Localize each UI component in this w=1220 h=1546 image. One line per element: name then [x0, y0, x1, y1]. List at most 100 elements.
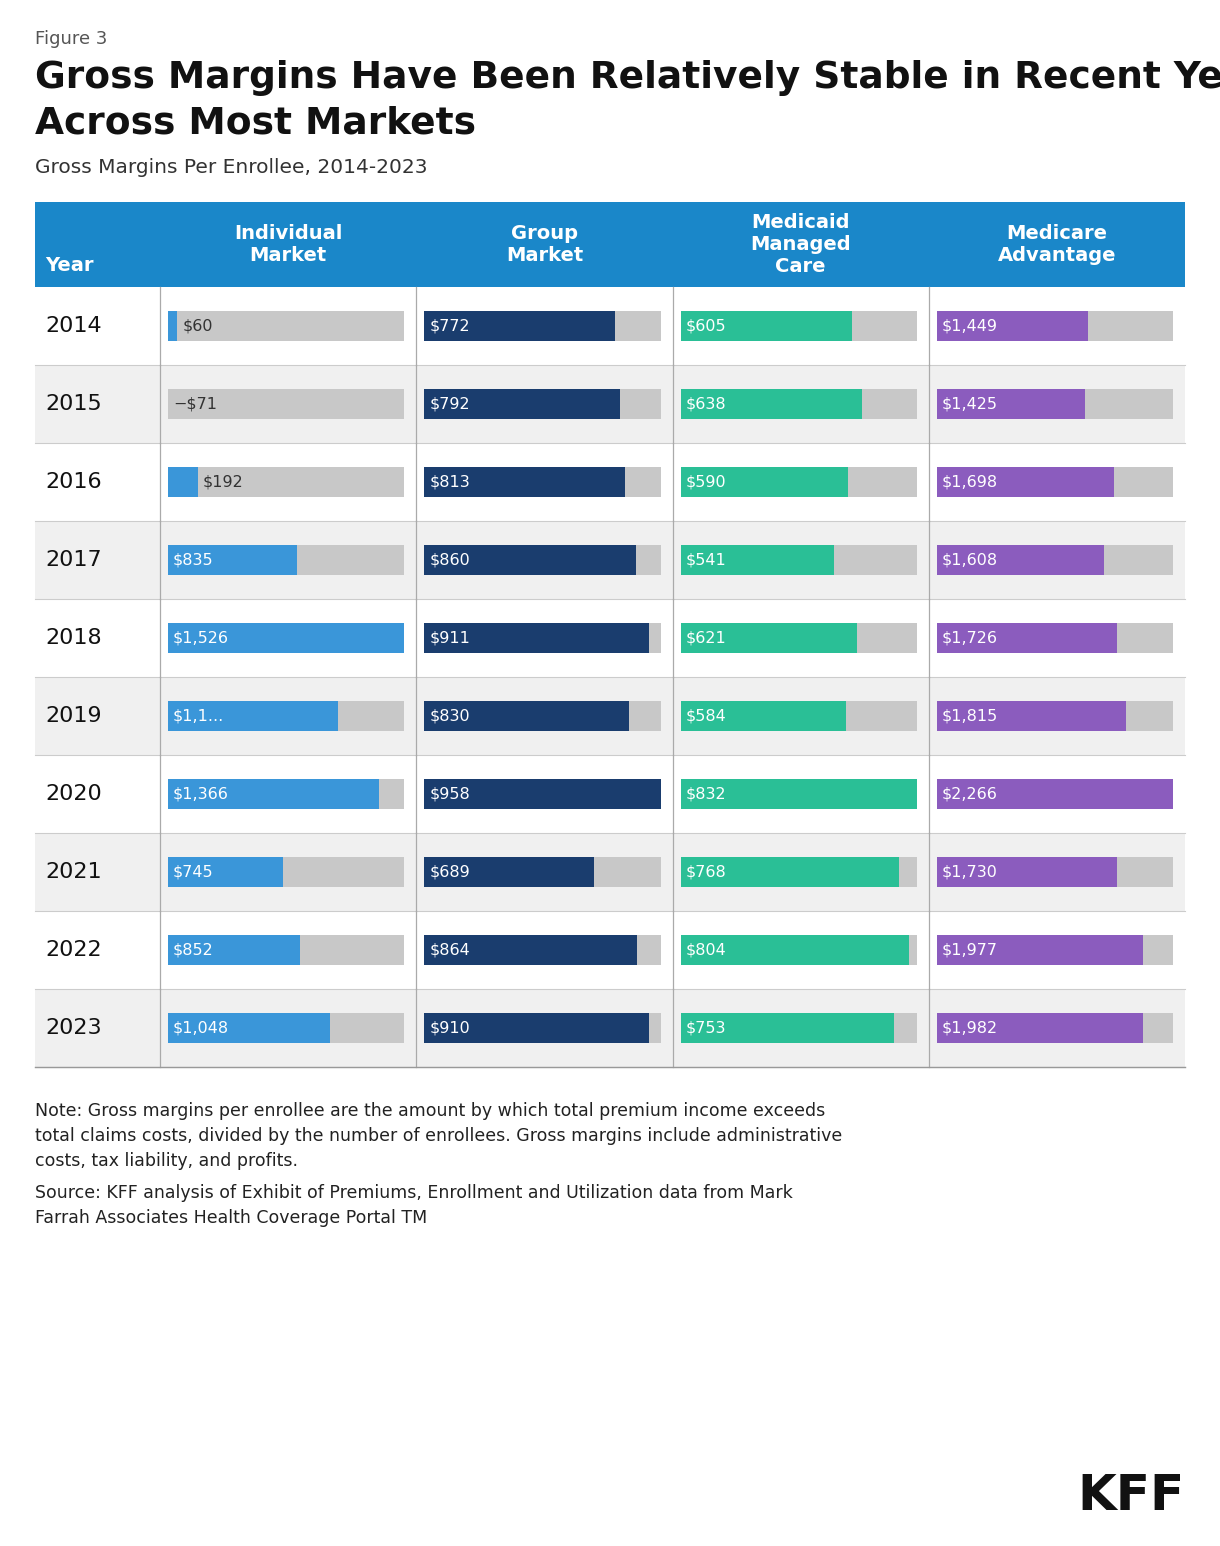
Bar: [937, 1013, 1172, 1044]
Text: $605: $605: [686, 318, 726, 334]
Text: −$71: −$71: [173, 396, 217, 411]
Bar: [425, 311, 615, 342]
Bar: [681, 623, 856, 652]
Text: Medicare
Advantage: Medicare Advantage: [998, 224, 1116, 264]
Bar: [35, 203, 1185, 288]
Text: $1,1...: $1,1...: [173, 708, 224, 724]
Bar: [937, 311, 1088, 342]
Text: $792: $792: [429, 396, 470, 411]
Bar: [681, 1013, 916, 1044]
Text: $621: $621: [686, 631, 726, 646]
Text: $1,366: $1,366: [173, 787, 229, 801]
Bar: [425, 779, 660, 809]
Bar: [937, 623, 1172, 652]
Bar: [681, 390, 861, 419]
Text: $1,726: $1,726: [942, 631, 998, 646]
Bar: [681, 1013, 894, 1044]
Text: KFF: KFF: [1077, 1472, 1185, 1520]
Bar: [937, 935, 1172, 965]
Bar: [168, 856, 404, 887]
Bar: [937, 546, 1104, 575]
Text: $1,449: $1,449: [942, 318, 998, 334]
Text: $745: $745: [173, 864, 214, 880]
Bar: [425, 779, 660, 809]
Bar: [681, 856, 916, 887]
Bar: [168, 856, 283, 887]
Text: 2022: 2022: [45, 940, 101, 960]
Text: 2018: 2018: [45, 628, 101, 648]
Bar: [425, 467, 625, 496]
Text: $813: $813: [429, 475, 470, 490]
Text: Figure 3: Figure 3: [35, 29, 107, 48]
Bar: [937, 1013, 1143, 1044]
Bar: [35, 444, 1185, 521]
Bar: [168, 546, 404, 575]
Text: Note: Gross margins per enrollee are the amount by which total premium income ex: Note: Gross margins per enrollee are the…: [35, 1102, 842, 1170]
Text: $2,266: $2,266: [942, 787, 998, 801]
Text: $772: $772: [429, 318, 470, 334]
Bar: [681, 700, 847, 731]
Bar: [168, 390, 404, 419]
Bar: [35, 677, 1185, 754]
Text: $852: $852: [173, 943, 214, 957]
Bar: [681, 390, 916, 419]
Bar: [168, 311, 404, 342]
Text: $1,977: $1,977: [942, 943, 998, 957]
Bar: [681, 779, 916, 809]
Text: 2017: 2017: [45, 550, 101, 570]
Bar: [681, 935, 909, 965]
Text: $910: $910: [429, 1020, 470, 1036]
Text: $590: $590: [686, 475, 726, 490]
Bar: [425, 700, 630, 731]
Bar: [937, 856, 1172, 887]
Text: $1,425: $1,425: [942, 396, 998, 411]
Bar: [168, 779, 404, 809]
Bar: [937, 311, 1172, 342]
Text: Gross Margins Per Enrollee, 2014-2023: Gross Margins Per Enrollee, 2014-2023: [35, 158, 427, 176]
Bar: [681, 311, 916, 342]
Text: Gross Margins Have Been Relatively Stable in Recent Years: Gross Margins Have Been Relatively Stabl…: [35, 60, 1220, 96]
Text: $832: $832: [686, 787, 726, 801]
Text: $860: $860: [429, 552, 470, 567]
Text: $638: $638: [686, 396, 726, 411]
Bar: [35, 833, 1185, 911]
Text: $584: $584: [686, 708, 726, 724]
Bar: [35, 989, 1185, 1067]
Text: $689: $689: [429, 864, 470, 880]
Bar: [425, 935, 660, 965]
Text: $1,608: $1,608: [942, 552, 998, 567]
Text: $1,815: $1,815: [942, 708, 998, 724]
Text: Source: KFF analysis of Exhibit of Premiums, Enrollment and Utilization data fro: Source: KFF analysis of Exhibit of Premi…: [35, 1184, 793, 1228]
Bar: [681, 311, 853, 342]
Text: 2023: 2023: [45, 1017, 101, 1037]
Text: Across Most Markets: Across Most Markets: [35, 105, 476, 141]
Text: $830: $830: [429, 708, 470, 724]
Bar: [937, 779, 1172, 809]
Bar: [425, 700, 660, 731]
Text: Medicaid
Managed
Care: Medicaid Managed Care: [750, 213, 850, 277]
Text: $864: $864: [429, 943, 470, 957]
Text: 2020: 2020: [45, 784, 101, 804]
Bar: [681, 546, 916, 575]
Text: Individual
Market: Individual Market: [234, 224, 343, 264]
Text: 2019: 2019: [45, 707, 101, 727]
Bar: [425, 623, 660, 652]
Bar: [168, 1013, 331, 1044]
Text: $958: $958: [429, 787, 470, 801]
Text: 2015: 2015: [45, 394, 101, 414]
Bar: [168, 623, 404, 652]
Bar: [35, 754, 1185, 833]
Bar: [168, 1013, 404, 1044]
Bar: [681, 623, 916, 652]
Text: 2021: 2021: [45, 863, 101, 883]
Bar: [937, 467, 1114, 496]
Bar: [35, 521, 1185, 598]
Bar: [937, 935, 1143, 965]
Bar: [937, 779, 1172, 809]
Text: $1,526: $1,526: [173, 631, 229, 646]
Bar: [168, 700, 338, 731]
Text: $1,048: $1,048: [173, 1020, 229, 1036]
Bar: [35, 288, 1185, 365]
Bar: [168, 623, 404, 652]
Bar: [681, 700, 916, 731]
